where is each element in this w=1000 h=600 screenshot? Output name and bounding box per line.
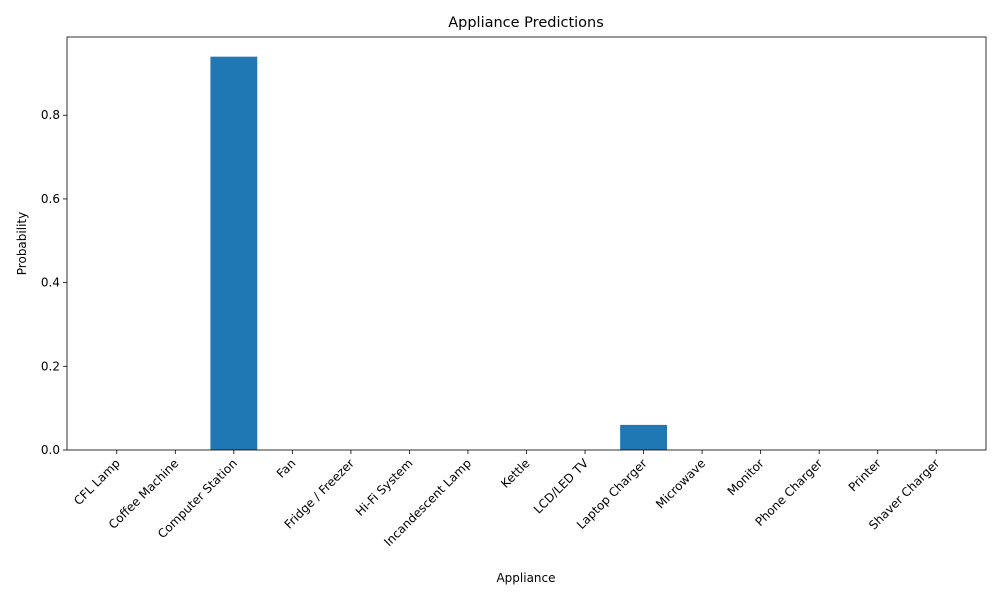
chart-title: Appliance Predictions xyxy=(448,15,604,31)
y-axis-ticks: 0.0 0.2 0.4 0.6 0.8 xyxy=(41,108,67,457)
y-tick-label: 0.6 xyxy=(41,192,60,206)
x-tick-label: LCD/LED TV xyxy=(531,456,592,517)
x-axis-label: Appliance xyxy=(496,571,555,585)
y-tick-label: 0.8 xyxy=(41,108,60,122)
x-tick-label: Hi-Fi System xyxy=(353,456,416,519)
bar xyxy=(210,56,258,451)
x-tick-label: Fan xyxy=(274,456,299,481)
plot-frame xyxy=(66,36,987,451)
y-tick-label: 0.4 xyxy=(41,276,60,290)
x-tick-label: Kettle xyxy=(498,456,532,490)
x-tick-label: Monitor xyxy=(725,456,767,498)
x-tick-label: Printer xyxy=(846,456,884,494)
x-tick-label: Microwave xyxy=(653,456,708,511)
y-tick-label: 0.2 xyxy=(41,359,60,373)
y-axis-label: Probability xyxy=(15,212,29,275)
x-tick-label: CFL Lamp xyxy=(71,456,123,508)
bars-group xyxy=(210,56,667,451)
y-tick-label: 0.0 xyxy=(41,443,60,457)
bar xyxy=(620,424,667,450)
